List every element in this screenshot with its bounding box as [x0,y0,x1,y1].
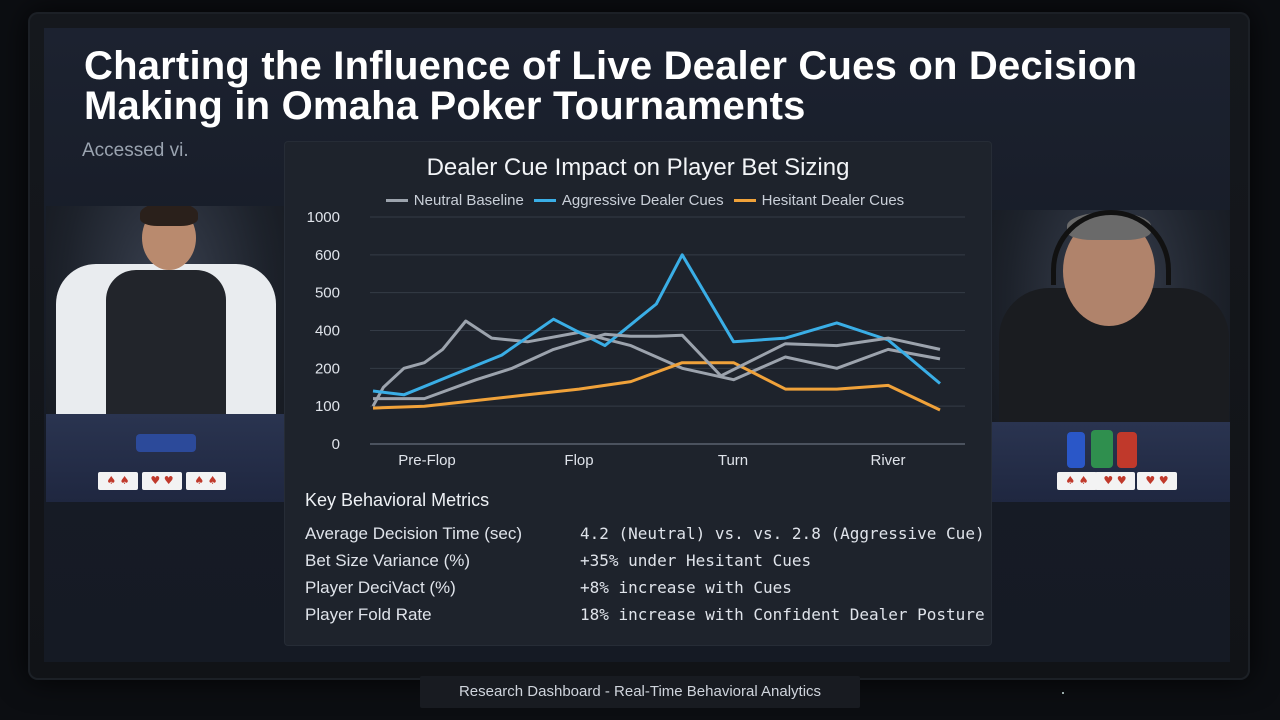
page-subtitle: Accessed vi. [82,140,189,161]
y-tick-label: 0 [332,436,340,453]
series-line-2 [372,361,941,412]
legend-swatch-hesitant [733,198,756,202]
x-tick-label: River [870,452,905,469]
x-tick-label: Flop [564,452,593,469]
legend-swatch-aggressive [533,198,556,202]
metric-value: 18% increase with Confident Dealer Postu… [580,605,985,624]
legend-label-neutral: Neutral Baseline [413,191,524,209]
y-tick-label: 100 [315,398,340,415]
y-tick-label: 400 [315,323,340,340]
legend-label-hesitant: Hesitant Dealer Cues [761,191,905,209]
player-photo: ♠ ♠ ♥ ♥ ♥ ♥ [991,210,1230,502]
footer-bar: Research Dashboard - Real-Time Behaviora… [420,676,860,708]
dealer-photo: ♠ ♠ ♥ ♥ ♠ ♠ [46,206,286,502]
metric-value: 4.2 (Neutral) vs. vs. 2.8 (Aggressive Cu… [580,524,985,543]
metric-label: Average Decision Time (sec) [305,524,522,543]
chart-title: Dealer Cue Impact on Player Bet Sizing [426,154,850,181]
metric-row: Player DeciVact (%) +8% increase with Cu… [305,578,985,602]
metric-value: +35% under Hesitant Cues [580,551,812,570]
legend-label-aggressive: Aggressive Dealer Cues [561,191,724,209]
footer-label: Research Dashboard - Real-Time Behaviora… [458,683,822,700]
legend-item-aggressive: Aggressive Dealer Cues [533,190,724,210]
series-line-3 [373,332,941,401]
metric-row: Player Fold Rate 18% increase with Confi… [305,605,985,629]
legend-item-hesitant: Hesitant Dealer Cues [733,190,905,210]
status-dot [1062,692,1064,694]
series-line-1 [372,253,941,397]
y-tick-label: 500 [315,285,340,302]
metric-row: Average Decision Time (sec) 4.2 (Neutral… [305,524,985,548]
metrics-title: Key Behavioral Metrics [305,490,490,510]
x-tick-label: Turn [718,452,748,469]
chart-panel: Dealer Cue Impact on Player Bet Sizing N… [285,142,991,645]
series-line-0 [371,319,941,407]
page-title: Charting the Influence of Live Dealer Cu… [84,44,1138,128]
metric-row: Bet Size Variance (%) +35% under Hesitan… [305,551,985,575]
y-tick-label: 600 [315,247,340,264]
y-tick-label: 200 [315,360,340,377]
line-chart: 0 100 200 400 500 600 1000 Pre-Flop Flop Turn Rive… [307,209,965,469]
metric-label: Player DeciVact (%) [305,578,456,597]
metric-value: +8% increase with Cues [580,578,792,597]
legend-item-neutral: Neutral Baseline [385,190,524,210]
metric-label: Bet Size Variance (%) [305,551,471,570]
chart-legend: Neutral Baseline Aggressive Dealer Cues … [385,190,905,210]
y-tick-label: 1000 [307,209,340,226]
x-tick-label: Pre-Flop [398,452,456,469]
legend-swatch-neutral [385,198,408,202]
metric-label: Player Fold Rate [305,605,432,624]
